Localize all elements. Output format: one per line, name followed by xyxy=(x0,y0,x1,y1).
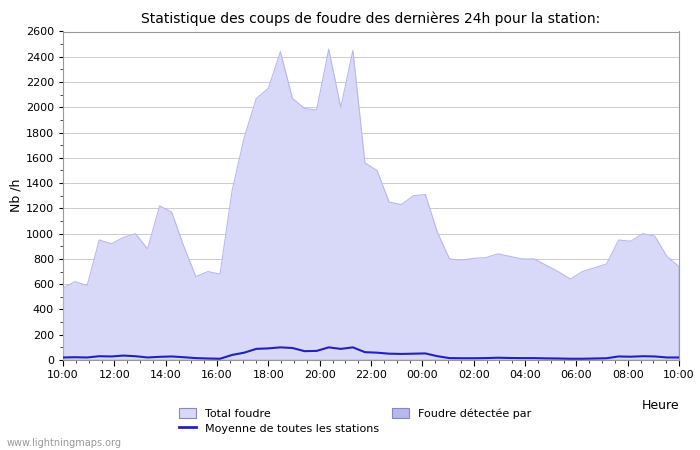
Y-axis label: Nb /h: Nb /h xyxy=(10,179,23,212)
Title: Statistique des coups de foudre des dernières 24h pour la station:: Statistique des coups de foudre des dern… xyxy=(141,12,601,26)
Legend: Total foudre, Moyenne de toutes les stations, Foudre détectée par: Total foudre, Moyenne de toutes les stat… xyxy=(179,408,531,434)
Text: www.lightningmaps.org: www.lightningmaps.org xyxy=(7,438,122,448)
Text: Heure: Heure xyxy=(641,400,679,412)
